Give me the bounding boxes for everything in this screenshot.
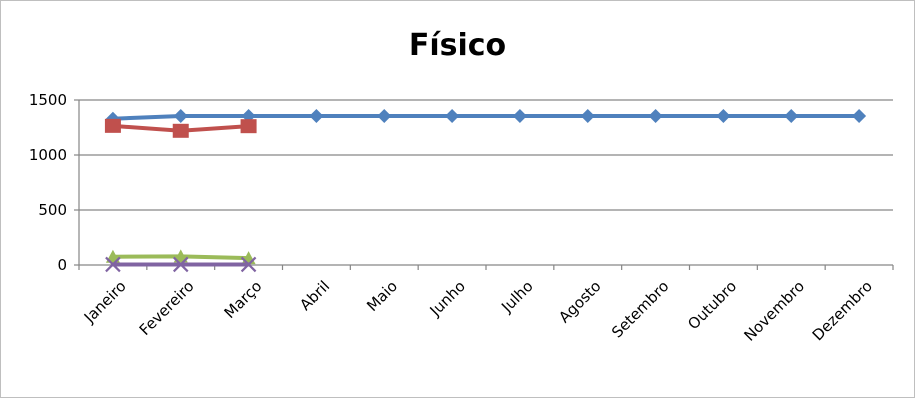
x-tick-label: Junho [426,277,469,320]
x-tick-label: Agosto [555,277,604,326]
data-point [240,256,257,273]
x-tick-label: Outubro [684,277,740,333]
series-3 [105,249,256,265]
data-point [105,256,121,273]
series-2 [104,118,257,138]
x-tick-label: Fevereiro [136,277,198,339]
x-tick-label: Maio [363,277,401,315]
data-point [172,123,189,138]
x-tick-label: Novembro [740,277,808,345]
x-tick-label: Março [221,277,266,322]
data-point-stroke [105,256,121,273]
data-point [309,108,324,123]
y-tick-label: 1000 [29,146,67,164]
x-tick-label: Dezembro [809,277,876,344]
data-point [173,108,188,123]
data-point [716,108,731,123]
data-point [580,108,595,123]
series-4 [105,256,257,273]
y-axis-ticks: 0 500 1000 1500 [29,91,67,274]
data-point [104,118,121,133]
series-lines [104,108,867,273]
data-point [173,249,188,263]
data-point [852,108,867,123]
gridlines [74,99,894,270]
x-axis-ticks: Janeiro Fevereiro Março Abril Maio Junho Julho… [80,277,876,345]
y-tick-label: 500 [38,201,67,219]
chart-title: Físico [408,28,507,63]
data-point [240,119,257,134]
data-point [445,108,460,123]
data-point [512,108,527,123]
data-point [784,108,799,123]
x-tick-label: Janeiro [80,277,130,327]
series-line [110,113,862,121]
data-point [172,256,189,273]
x-tick-label: Julho [497,277,536,316]
y-tick-label: 1500 [29,91,67,109]
x-tick-label: Setembro [608,277,672,341]
series-1 [105,108,867,126]
data-point-stroke [172,256,189,273]
x-tick-label: Abril [296,277,333,314]
data-point [648,108,663,123]
data-point-stroke [240,256,257,273]
y-tick-label: 0 [57,256,67,274]
data-point [377,108,392,123]
